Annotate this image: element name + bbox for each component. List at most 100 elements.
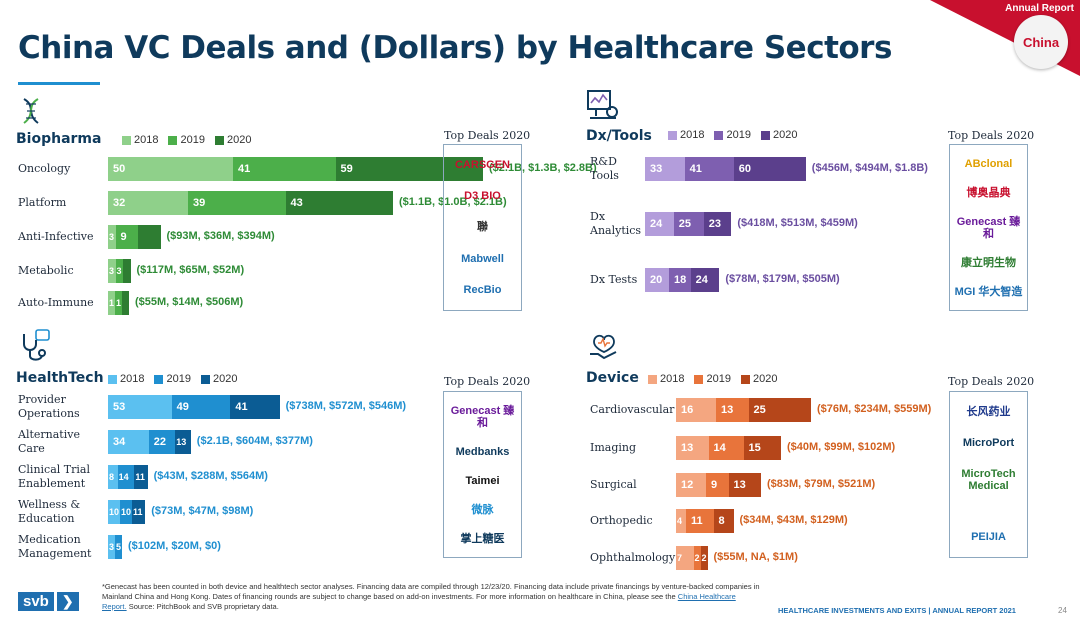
bar-segment-2020 (138, 225, 161, 249)
china-healthcare-report-link[interactable]: China Healthcare Report. (102, 592, 736, 611)
corner-china-badge: China (1014, 15, 1068, 69)
category-label: Wellness & Education (18, 498, 81, 525)
company-logo: 康立明生物 (961, 256, 1016, 269)
legend-swatch (714, 130, 724, 140)
legend-item-2019: 2019 (694, 373, 731, 385)
footnote: *Genecast has been counted in both devic… (102, 582, 762, 612)
dollar-label: ($117M, $65M, $52M) (136, 264, 245, 276)
stacked-bar: 50 41 59 (108, 157, 483, 181)
company-logo: D3 BIO (464, 190, 501, 203)
category-label: Metabolic (18, 264, 74, 277)
legend-label: 2018 (660, 373, 685, 385)
stacked-bar: 20 18 24 (645, 268, 720, 292)
bar-segment-2019: 10 (120, 500, 132, 524)
dollar-label: ($83M, $79M, $521M) (767, 478, 876, 490)
company-logo: Mabwell (461, 252, 504, 265)
company-logo: MGI 华大智造 (954, 285, 1023, 298)
bar-segment-2019: 14 (117, 465, 135, 489)
bar-segment-2018: 1 (108, 291, 115, 315)
dna-icon (23, 98, 39, 124)
legend-swatch (694, 374, 704, 384)
healthtech-title: HealthTech (16, 370, 104, 386)
bar-segment-2018: 13 (676, 436, 709, 460)
legend-swatch (760, 130, 770, 140)
category-label: Platform (18, 196, 67, 209)
dollar-label: ($73M, $47M, $98M) (151, 505, 254, 517)
category-label: Anti-Infective (18, 230, 94, 243)
legend-label: 2018 (134, 134, 159, 146)
legend-item-2020: 2020 (740, 373, 778, 385)
dollar-label: ($102M, $20M, $0) (128, 540, 221, 552)
dollar-label: ($93M, $36M, $394M) (166, 230, 275, 242)
bar-segment-2020: 23 (703, 212, 732, 236)
legend-swatch (648, 374, 657, 384)
category-label: Alternative Care (18, 428, 80, 455)
bar-segment-2020: 2 (700, 546, 708, 570)
stethoscope-device-icon (23, 329, 50, 361)
legend-item-2019: 2019 (714, 129, 751, 141)
title-rule (18, 82, 100, 85)
category-label: Cardiovascular (590, 403, 675, 416)
bar-segment-2018: 3 (108, 535, 115, 559)
bar-segment-2019: 49 (171, 395, 231, 419)
company-logo: 掌上糖医 (460, 532, 505, 545)
bar-segment-2019: 9 (115, 225, 138, 249)
legend-label: 2020 (226, 134, 252, 146)
company-logo: RecBio (463, 284, 502, 297)
legend-swatch (200, 374, 210, 384)
bar-segment-2019: 41 (233, 157, 336, 181)
category-label: Medication Management (18, 533, 92, 560)
top-deals-title: Top Deals 2020 (948, 375, 1035, 388)
category-label: Auto-Immune (18, 296, 94, 309)
bar-segment-2020: 13 (175, 430, 191, 454)
top-deals-box: CARSGEN D3 BIO 聯 Mabwell RecBio (443, 144, 522, 311)
bar-segment-2019: 39 (188, 191, 286, 215)
biopharma-legend: 2018 2019 2020 (122, 134, 251, 146)
company-logo: Medbanks (455, 445, 510, 458)
stacked-bar: 13 14 15 (676, 436, 781, 460)
category-label: Dx Analytics (590, 210, 642, 237)
bar-segment-2018: 34 (108, 430, 149, 454)
bar-segment-2020: 41 (230, 395, 280, 419)
stacked-bar: 34 22 13 (108, 430, 191, 454)
legend-label: 2020 (752, 373, 778, 385)
device-legend: 2018 2019 2020 (648, 373, 777, 385)
footnote-source: Source: PitchBook and SVB proprietary da… (128, 602, 279, 611)
company-logo: ABclonal (964, 157, 1013, 170)
legend-swatch (740, 374, 750, 384)
svb-chevron-icon: ❯ (56, 592, 79, 611)
bar-segment-2018: 12 (676, 473, 706, 497)
legend-item-2020: 2020 (200, 373, 237, 385)
category-label: Orthopedic (590, 514, 653, 527)
legend-swatch (168, 135, 178, 145)
stacked-bar: 32 39 43 (108, 191, 393, 215)
legend-item-2019: 2019 (168, 134, 205, 146)
bar-segment-2020: 8 (713, 509, 734, 533)
report-footer: HEALTHCARE INVESTMENTS AND EXITS | ANNUA… (778, 606, 1016, 615)
company-logo: 微脉 (471, 503, 494, 516)
hand-heart-icon (590, 334, 617, 360)
category-label: Imaging (590, 441, 637, 454)
legend-item-2020: 2020 (214, 134, 252, 146)
dollar-label: ($78M, $179M, $505M) (725, 273, 840, 285)
stacked-bar: 33 41 60 (645, 157, 806, 181)
legend-swatch (214, 135, 224, 145)
bar-segment-2019: 13 (716, 398, 749, 422)
top-deals-title: Top Deals 2020 (444, 375, 531, 388)
bar-segment-2020: 25 (748, 398, 811, 422)
dollar-label: ($55M, $14M, $506M) (135, 296, 244, 308)
dollar-label: ($34M, $43M, $129M) (739, 514, 848, 526)
dollar-label: ($418M, $513M, $459M) (737, 217, 858, 229)
footnote-text: *Genecast has been counted in both devic… (102, 582, 760, 601)
bar-segment-2019: 9 (706, 473, 729, 497)
microscope-monitor-icon (587, 90, 618, 119)
stacked-bar: 24 25 23 (645, 212, 732, 236)
stacked-bar: 4 11 8 (676, 509, 734, 533)
bar-segment-2018: 50 (108, 157, 233, 181)
dollar-label: ($40M, $99M, $102M) (787, 441, 896, 453)
company-logo: 博奥晶典 (966, 186, 1011, 199)
category-label: Surgical (590, 478, 637, 491)
